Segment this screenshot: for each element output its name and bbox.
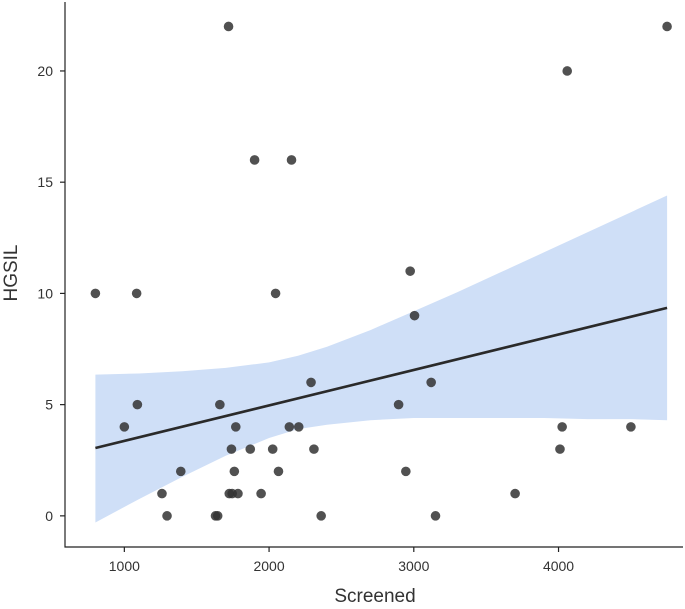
data-point xyxy=(626,422,636,432)
tick-labels-layer: 1000 2000 3000 4000 0 5 10 15 20 xyxy=(37,63,574,574)
data-point xyxy=(132,399,143,410)
data-point xyxy=(286,155,297,165)
data-point xyxy=(226,444,237,454)
data-point xyxy=(393,399,404,410)
data-point xyxy=(267,444,278,454)
data-point xyxy=(223,21,234,32)
data-point xyxy=(430,511,441,521)
y-tick-label: 5 xyxy=(45,397,53,413)
data-point xyxy=(510,488,520,499)
data-point xyxy=(316,511,326,521)
data-point xyxy=(249,155,260,165)
data-point xyxy=(157,488,167,499)
data-point xyxy=(401,466,411,477)
data-point xyxy=(270,288,281,299)
y-tick-label: 10 xyxy=(37,285,53,301)
x-axis-title: Screened xyxy=(334,586,415,607)
data-point xyxy=(233,488,243,499)
trend-line-layer xyxy=(95,306,668,450)
x-tick-label: 1000 xyxy=(109,558,140,574)
data-point xyxy=(306,377,316,388)
y-tick-label: 15 xyxy=(37,174,53,190)
data-point xyxy=(175,466,186,477)
data-point xyxy=(229,466,240,477)
data-point xyxy=(230,422,241,432)
x-tick-label: 3000 xyxy=(398,558,429,574)
data-point xyxy=(273,466,284,477)
trend-line xyxy=(95,306,668,450)
data-point xyxy=(662,21,672,32)
data-point xyxy=(555,444,565,454)
data-point xyxy=(562,66,573,76)
data-point xyxy=(119,422,130,432)
data-point xyxy=(293,422,304,432)
data-point xyxy=(90,288,101,299)
points-layer xyxy=(90,21,672,521)
y-tick-label: 20 xyxy=(37,63,53,79)
y-axis-title: HGSIL xyxy=(1,244,22,301)
data-point xyxy=(256,488,266,499)
data-point xyxy=(426,377,436,388)
data-point xyxy=(162,511,172,521)
x-tick-label: 2000 xyxy=(253,558,284,574)
y-tick-label: 0 xyxy=(45,508,53,524)
axes-layer xyxy=(60,2,683,552)
data-point xyxy=(212,511,223,521)
data-point xyxy=(409,310,420,321)
data-point xyxy=(131,288,142,299)
confidence-band xyxy=(95,195,668,523)
data-point xyxy=(284,422,295,432)
data-point xyxy=(245,444,256,454)
data-point xyxy=(215,399,225,410)
x-tick-label: 4000 xyxy=(543,558,574,574)
data-point xyxy=(557,422,567,432)
data-point xyxy=(405,266,415,276)
data-point xyxy=(309,444,319,454)
confidence-band-layer xyxy=(95,195,668,523)
